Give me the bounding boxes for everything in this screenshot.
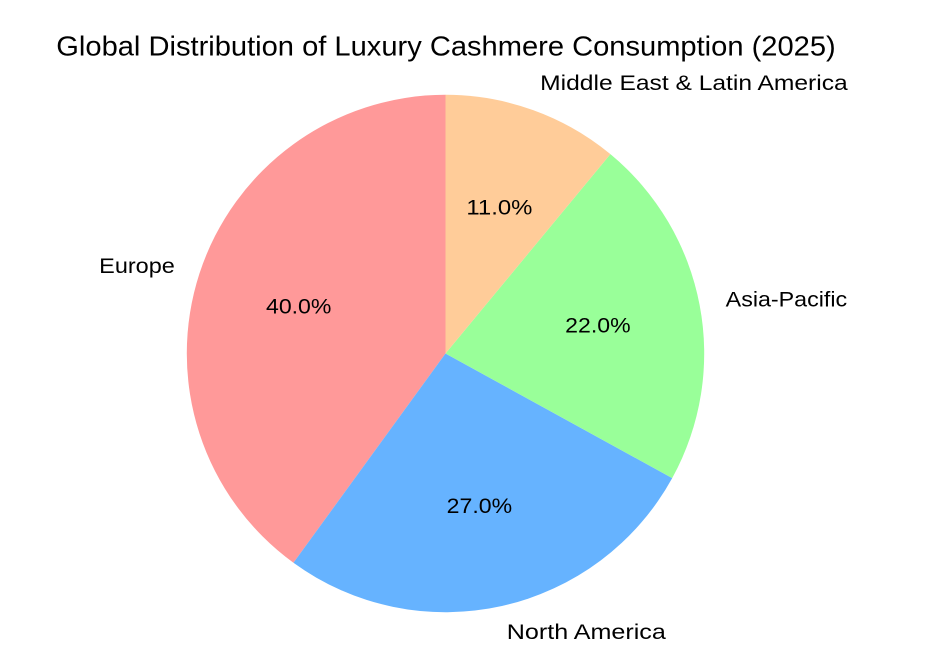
- svg-text:11.0%: 11.0%: [466, 196, 532, 220]
- svg-text:Global Distribution of Luxury: Global Distribution of Luxury Cashmere C…: [56, 31, 835, 62]
- svg-text:Europe: Europe: [99, 254, 175, 278]
- svg-text:Middle East & Latin America: Middle East & Latin America: [540, 71, 848, 95]
- svg-text:22.0%: 22.0%: [565, 313, 630, 337]
- svg-text:40.0%: 40.0%: [266, 295, 331, 319]
- svg-text:27.0%: 27.0%: [447, 494, 512, 518]
- svg-text:Asia-Pacific: Asia-Pacific: [726, 288, 848, 312]
- svg-text:North America: North America: [507, 620, 666, 644]
